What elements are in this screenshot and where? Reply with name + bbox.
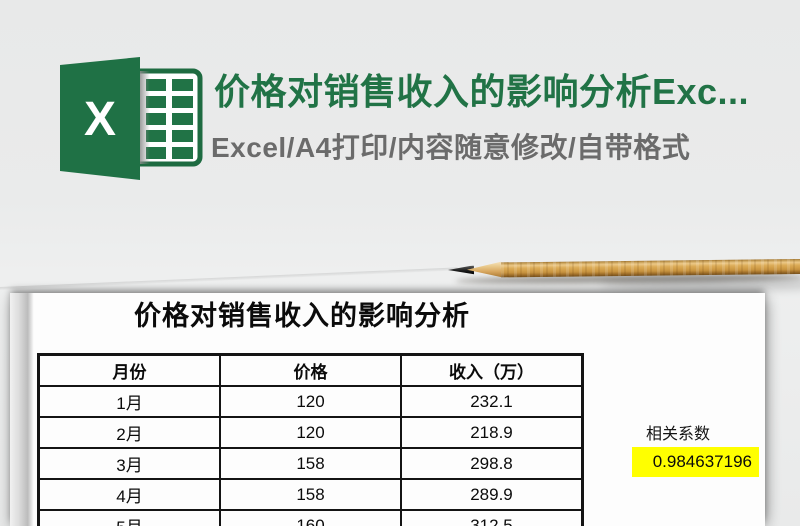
cell-price: 158 [219,447,402,480]
cell-revenue: 312.5 [400,509,584,526]
data-table: 月份 价格 收入（万） 1月 120 232.1 2月 120 218.9 3月 [37,353,584,526]
cell-month: 3月 [37,447,221,480]
table-header-row: 月份 价格 收入（万） [37,353,584,387]
pencil-wood-cone [467,261,501,277]
cell-revenue: 232.1 [400,385,584,418]
excel-logo-icon: X [60,57,203,180]
col-header-price: 价格 [219,353,402,387]
paper-left-edge [10,293,34,526]
cell-month: 1月 [37,385,221,418]
cell-month: 2月 [37,416,221,449]
cell-month: 5月 [37,509,221,526]
correlation-value-highlighted-cell: 0.984637196 [632,447,759,477]
table-row: 3月 158 298.8 [37,447,584,480]
pencil-body [500,258,800,277]
table-row: 4月 158 289.9 [37,478,584,511]
pencil-cast-shadow [0,267,458,290]
cell-price: 120 [219,416,402,449]
cell-revenue: 218.9 [400,416,584,449]
cell-price: 158 [219,478,402,511]
correlation-label: 相关系数 [645,426,710,443]
col-header-revenue: 收入（万） [400,353,584,387]
col-header-month: 月份 [37,353,221,387]
cell-price: 160 [219,509,402,526]
sheet-title: 价格对销售收入的影响分析 [134,301,470,331]
cell-revenue: 298.8 [400,447,584,480]
cell-price: 120 [219,385,402,418]
table-row: 1月 120 232.1 [37,385,584,418]
pencil-soft-shadow [600,279,800,289]
table-row: 5月 160 312.5 [37,509,584,526]
logo-letter: X [84,93,116,146]
template-subtitle: Excel/A4打印/内容随意修改/自带格式 [211,132,691,163]
worksheet-preview: 价格对销售收入的影响分析 月份 价格 收入（万） 1月 120 232.1 2月… [10,293,765,526]
table-row: 2月 120 218.9 [37,416,584,449]
template-title: 价格对销售收入的影响分析Exc... [214,71,750,112]
cell-revenue: 289.9 [400,478,584,511]
cell-month: 4月 [37,478,221,511]
